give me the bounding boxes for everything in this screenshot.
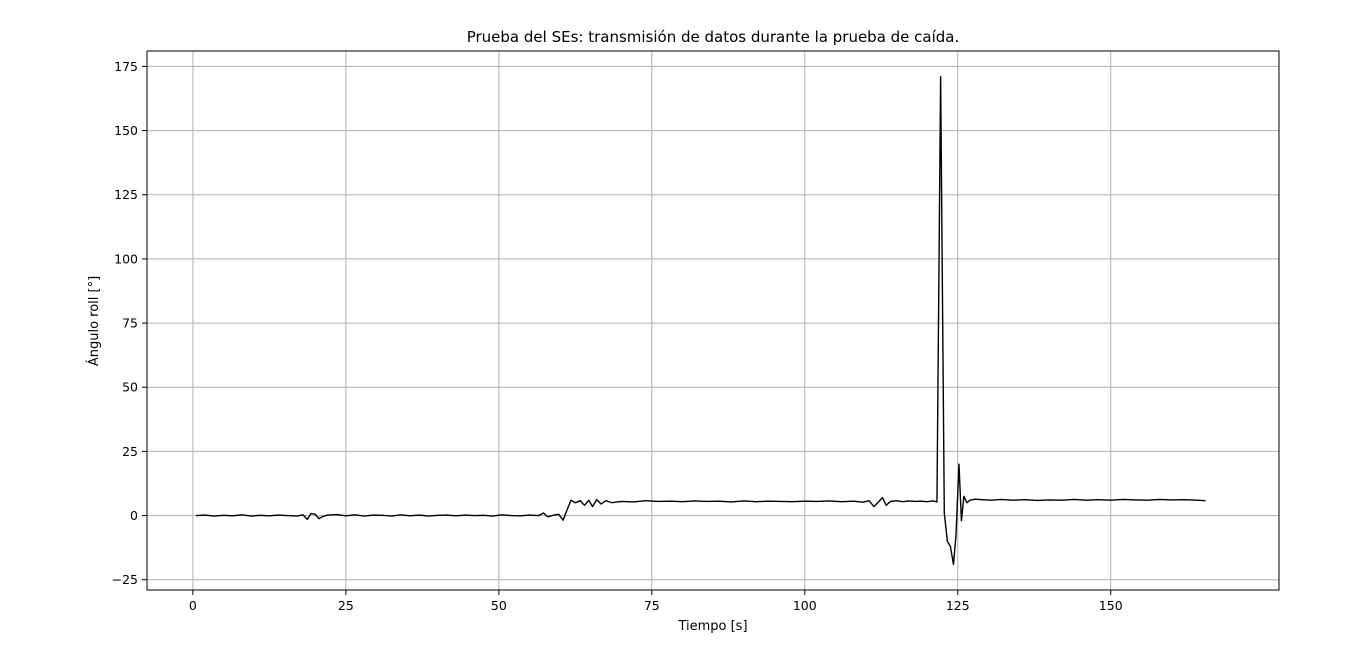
- x-tick-label: 0: [189, 598, 197, 613]
- grid-lines: [147, 51, 1279, 590]
- x-tick-label: 100: [793, 598, 817, 613]
- y-tick-label: 25: [122, 444, 138, 459]
- y-axis-label: Ángulo roll [°]: [86, 276, 102, 366]
- y-tick-label: 75: [122, 316, 138, 331]
- plot-area-frame: [146, 50, 1280, 591]
- x-tick-label: 75: [644, 598, 660, 613]
- x-tick-label: 125: [946, 598, 970, 613]
- x-tick-label: 25: [338, 598, 354, 613]
- chart-title: Prueba del SEs: transmisión de datos dur…: [467, 28, 960, 46]
- x-tick-label: 150: [1099, 598, 1123, 613]
- y-tick-label: −25: [112, 572, 138, 587]
- y-tick-label: 125: [114, 187, 138, 202]
- y-tick-label: 50: [122, 380, 138, 395]
- y-tick-label: 0: [130, 508, 138, 523]
- y-tick-label: 175: [114, 59, 138, 74]
- series-layer: [195, 75, 1206, 566]
- axis-ticks: 0 25 50 75 100 125 150 −25 0 25 50 75 100 125 150 175: [112, 59, 1123, 613]
- series-line: [195, 75, 1206, 566]
- x-axis-label: Tiempo [s]: [677, 619, 747, 634]
- y-tick-label: 150: [114, 123, 138, 138]
- x-tick-label: 50: [491, 598, 507, 613]
- y-tick-label: 100: [114, 251, 138, 266]
